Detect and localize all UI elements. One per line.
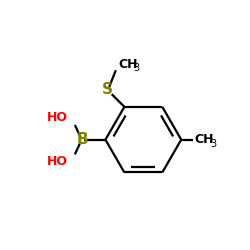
Text: B: B [76,132,88,147]
Text: 3: 3 [210,138,216,148]
Text: CH: CH [195,133,214,146]
Text: 3: 3 [134,63,140,73]
Text: HO: HO [46,155,68,168]
Text: S: S [102,82,113,97]
Text: HO: HO [46,111,68,124]
Text: CH: CH [118,58,138,70]
